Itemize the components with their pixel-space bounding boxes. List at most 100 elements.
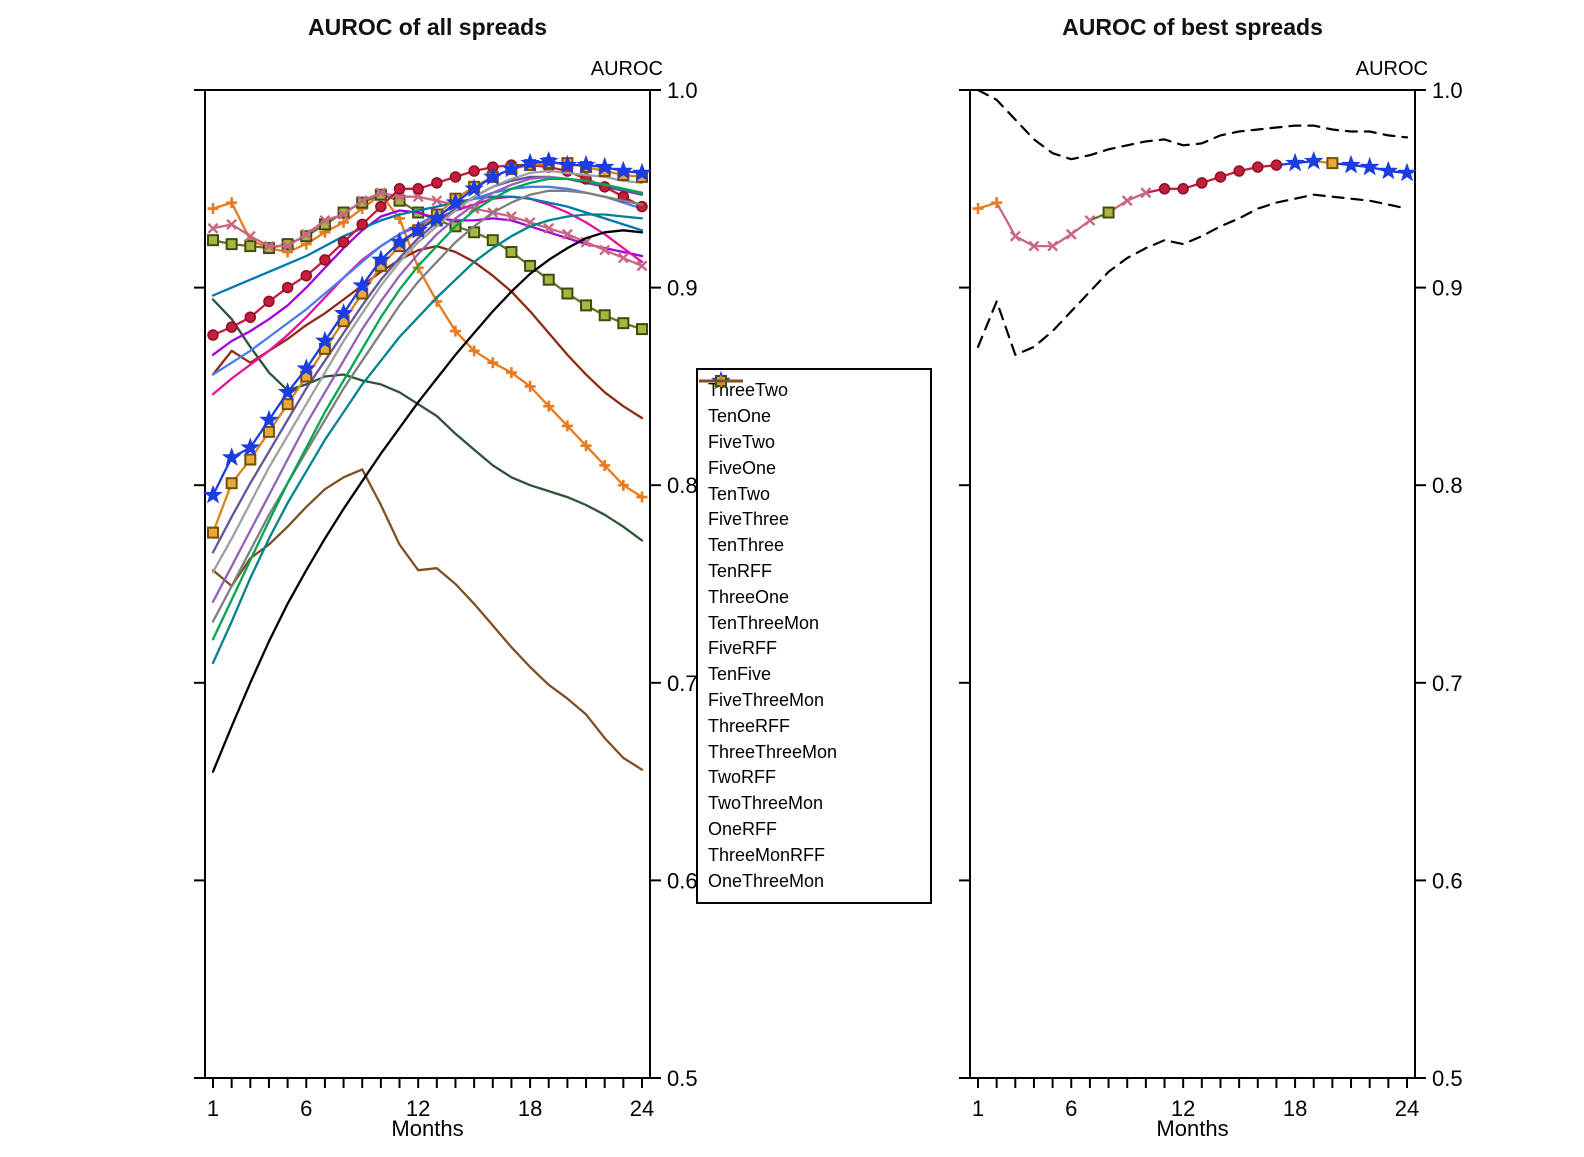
legend-item-OneRFF: OneRFF — [699, 375, 930, 843]
left-yaxis-title: AUROC — [590, 58, 663, 80]
TenOne-square-marker — [225, 477, 238, 490]
legend-label: FiveThree — [708, 509, 790, 530]
OneRFF-plus-marker — [580, 440, 592, 452]
ThreeTwo-star-marker — [520, 152, 540, 172]
TenRFF-circle-marker — [281, 281, 294, 294]
legend-item-TenRFF: TenRFF — [699, 375, 930, 585]
legend-label: TenThreeMon — [708, 612, 820, 633]
best-line-segment — [995, 201, 1017, 238]
legend-item-FiveThree: FiveThree — [699, 379, 930, 533]
OneThreeMon-swatch — [699, 379, 743, 383]
ThreeTwo-star-marker — [594, 156, 615, 176]
series-line-FiveTwo — [211, 169, 644, 574]
x-tick-label: 12 — [406, 1096, 430, 1121]
legend-label: FiveThreeMon — [708, 689, 825, 710]
legend-label: ThreeThreeMon — [708, 741, 838, 762]
ThreeRFF-x-marker — [356, 195, 368, 207]
y-tick-label: 1.0 — [667, 78, 698, 103]
legend-item-TwoThreeMon: TwoThreeMon — [699, 379, 930, 817]
legend-item-TenThreeMon: TenThreeMon — [699, 379, 930, 636]
x-tick-label: 6 — [300, 1096, 312, 1121]
ThreeRFF-x-marker — [207, 222, 219, 234]
legend-label: OneThreeMon — [708, 870, 825, 891]
ThreeTwo-star-marker — [408, 220, 428, 239]
x-tick-label: 1 — [207, 1096, 219, 1121]
OneRFF-plus-marker — [449, 325, 461, 337]
legend-item-FiveThreeMon: FiveThreeMon — [699, 379, 930, 714]
ThreeRFF-x-marker — [300, 228, 312, 240]
TenRFF-circle-marker — [393, 183, 406, 195]
ThreeTwo-star-marker — [483, 166, 503, 186]
TenRFF-circle-marker — [263, 295, 275, 308]
TwoRFF-square-marker — [617, 317, 630, 330]
legend-label: ThreeTwo — [708, 380, 789, 401]
TenRFF-circle-marker — [468, 165, 480, 177]
TenRFF-circle-marker — [356, 218, 368, 231]
ThreeTwo-star-marker — [538, 150, 559, 170]
ThreeRFF-x-marker — [431, 195, 443, 207]
legend-item-TwoRFF: TwoRFF — [699, 375, 930, 791]
ThreeRFF-x-marker — [561, 228, 573, 240]
TwoRFF-square-marker — [561, 287, 574, 300]
TenRFF-circle-marker — [375, 200, 387, 213]
ThreeTwo-star-marker — [259, 409, 279, 429]
series-line-TenFive — [211, 229, 644, 773]
series-line-TenThree — [211, 213, 644, 665]
OneRFF-plus-marker — [412, 262, 424, 274]
legend-label: OneRFF — [708, 818, 778, 839]
best-ThreeTwo-star-marker — [1378, 160, 1399, 180]
x-tick-label: 24 — [630, 1096, 654, 1121]
TwoRFF-square-marker — [505, 246, 518, 259]
legend-label: ThreeRFF — [708, 715, 791, 736]
ThreeRFF-x-marker — [263, 240, 275, 252]
legend-label: ThreeMonRFF — [708, 844, 826, 865]
ThreeRFF-x-marker — [617, 252, 629, 264]
legend-label: TenRFF — [708, 560, 773, 581]
TwoRFF-square-marker — [225, 238, 238, 251]
best-TenRFF-circle-marker — [1252, 161, 1264, 173]
ThreeTwo-star-marker — [557, 154, 578, 174]
TwoRFF-square-marker — [598, 309, 611, 322]
ThreeRFF-x-marker — [505, 211, 517, 222]
ThreeTwo-star-marker — [333, 303, 354, 322]
TwoRFF-square-marker — [524, 259, 537, 272]
ThreeRFF-x-marker — [375, 187, 387, 199]
best-ThreeTwo-star-marker — [1341, 154, 1361, 174]
best-line-segment — [1126, 191, 1148, 202]
TenOne-square-marker — [262, 425, 275, 438]
ThreeTwo-star-marker — [427, 208, 447, 227]
ThreeTwo-star-marker — [632, 162, 652, 182]
ThreeTwo-star-marker — [501, 158, 522, 178]
TenRFF-circle-marker — [244, 311, 257, 323]
TenOne-square-marker — [207, 526, 219, 539]
best-TenRFF-circle-marker — [1233, 165, 1245, 177]
legend-item-FiveOne: FiveOne — [699, 379, 930, 481]
OneRFF-plus-marker — [468, 345, 480, 357]
TenRFF-circle-marker — [431, 177, 443, 189]
OneRFF-plus-marker — [636, 491, 648, 503]
best-ThreeTwo-star-marker — [1359, 156, 1380, 176]
ThreeTwo-star-marker — [464, 178, 484, 198]
ThreeRFF-x-marker — [244, 230, 256, 242]
legend-label: TwoThreeMon — [708, 793, 824, 814]
ThreeTwo-star-marker — [296, 358, 317, 377]
TwoRFF-square-marker — [580, 299, 593, 312]
ThreeRFF-x-marker — [599, 244, 611, 256]
y-tick-label: 0.7 — [1432, 671, 1463, 696]
series-line-ThreeMonRFF — [211, 298, 644, 542]
TwoRFF-square-marker — [337, 206, 350, 219]
y-tick-label: 0.7 — [667, 671, 698, 696]
ThreeTwo-star-marker — [240, 437, 261, 456]
legend-item-TenFive: TenFive — [699, 379, 930, 688]
OneRFF-plus-marker — [543, 400, 555, 412]
plot-box — [204, 89, 651, 1079]
legend-item-TenThree: TenThree — [699, 379, 930, 559]
y-tick-label: 0.6 — [667, 868, 698, 893]
OneRFF-plus-marker — [561, 420, 573, 432]
TenRFF-circle-marker — [319, 254, 331, 266]
legend-item-OneThreeMon: OneThreeMon — [699, 379, 930, 894]
best-TenOne-square-marker — [1326, 157, 1339, 170]
legend-label: FiveRFF — [708, 638, 777, 659]
